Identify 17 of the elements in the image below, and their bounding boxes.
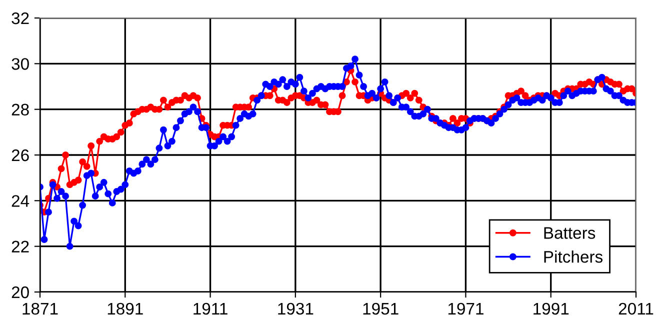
y-tick-label: 28 (12, 104, 29, 116)
legend-label: Batters (544, 227, 596, 239)
x-tick-label: 1971 (448, 302, 484, 315)
x-tick-label: 1911 (194, 302, 228, 315)
x-tick-label: 1871 (22, 302, 58, 315)
x-tick-label: 1931 (278, 302, 314, 315)
y-tick-label: 24 (12, 195, 30, 207)
x-tick-label: 1951 (363, 302, 398, 315)
x-tick-label: 1991 (534, 302, 569, 315)
x-tick-label: 2011 (618, 302, 654, 315)
legend-label: Pitchers (544, 250, 603, 263)
y-tick-label: 22 (12, 240, 29, 252)
y-tick-label: 30 (12, 58, 29, 70)
y-tick-label: 20 (12, 286, 29, 298)
y-tick-label: 26 (12, 149, 29, 162)
x-tick-label: 1891 (108, 302, 143, 315)
y-tick-label: 32 (12, 12, 29, 24)
